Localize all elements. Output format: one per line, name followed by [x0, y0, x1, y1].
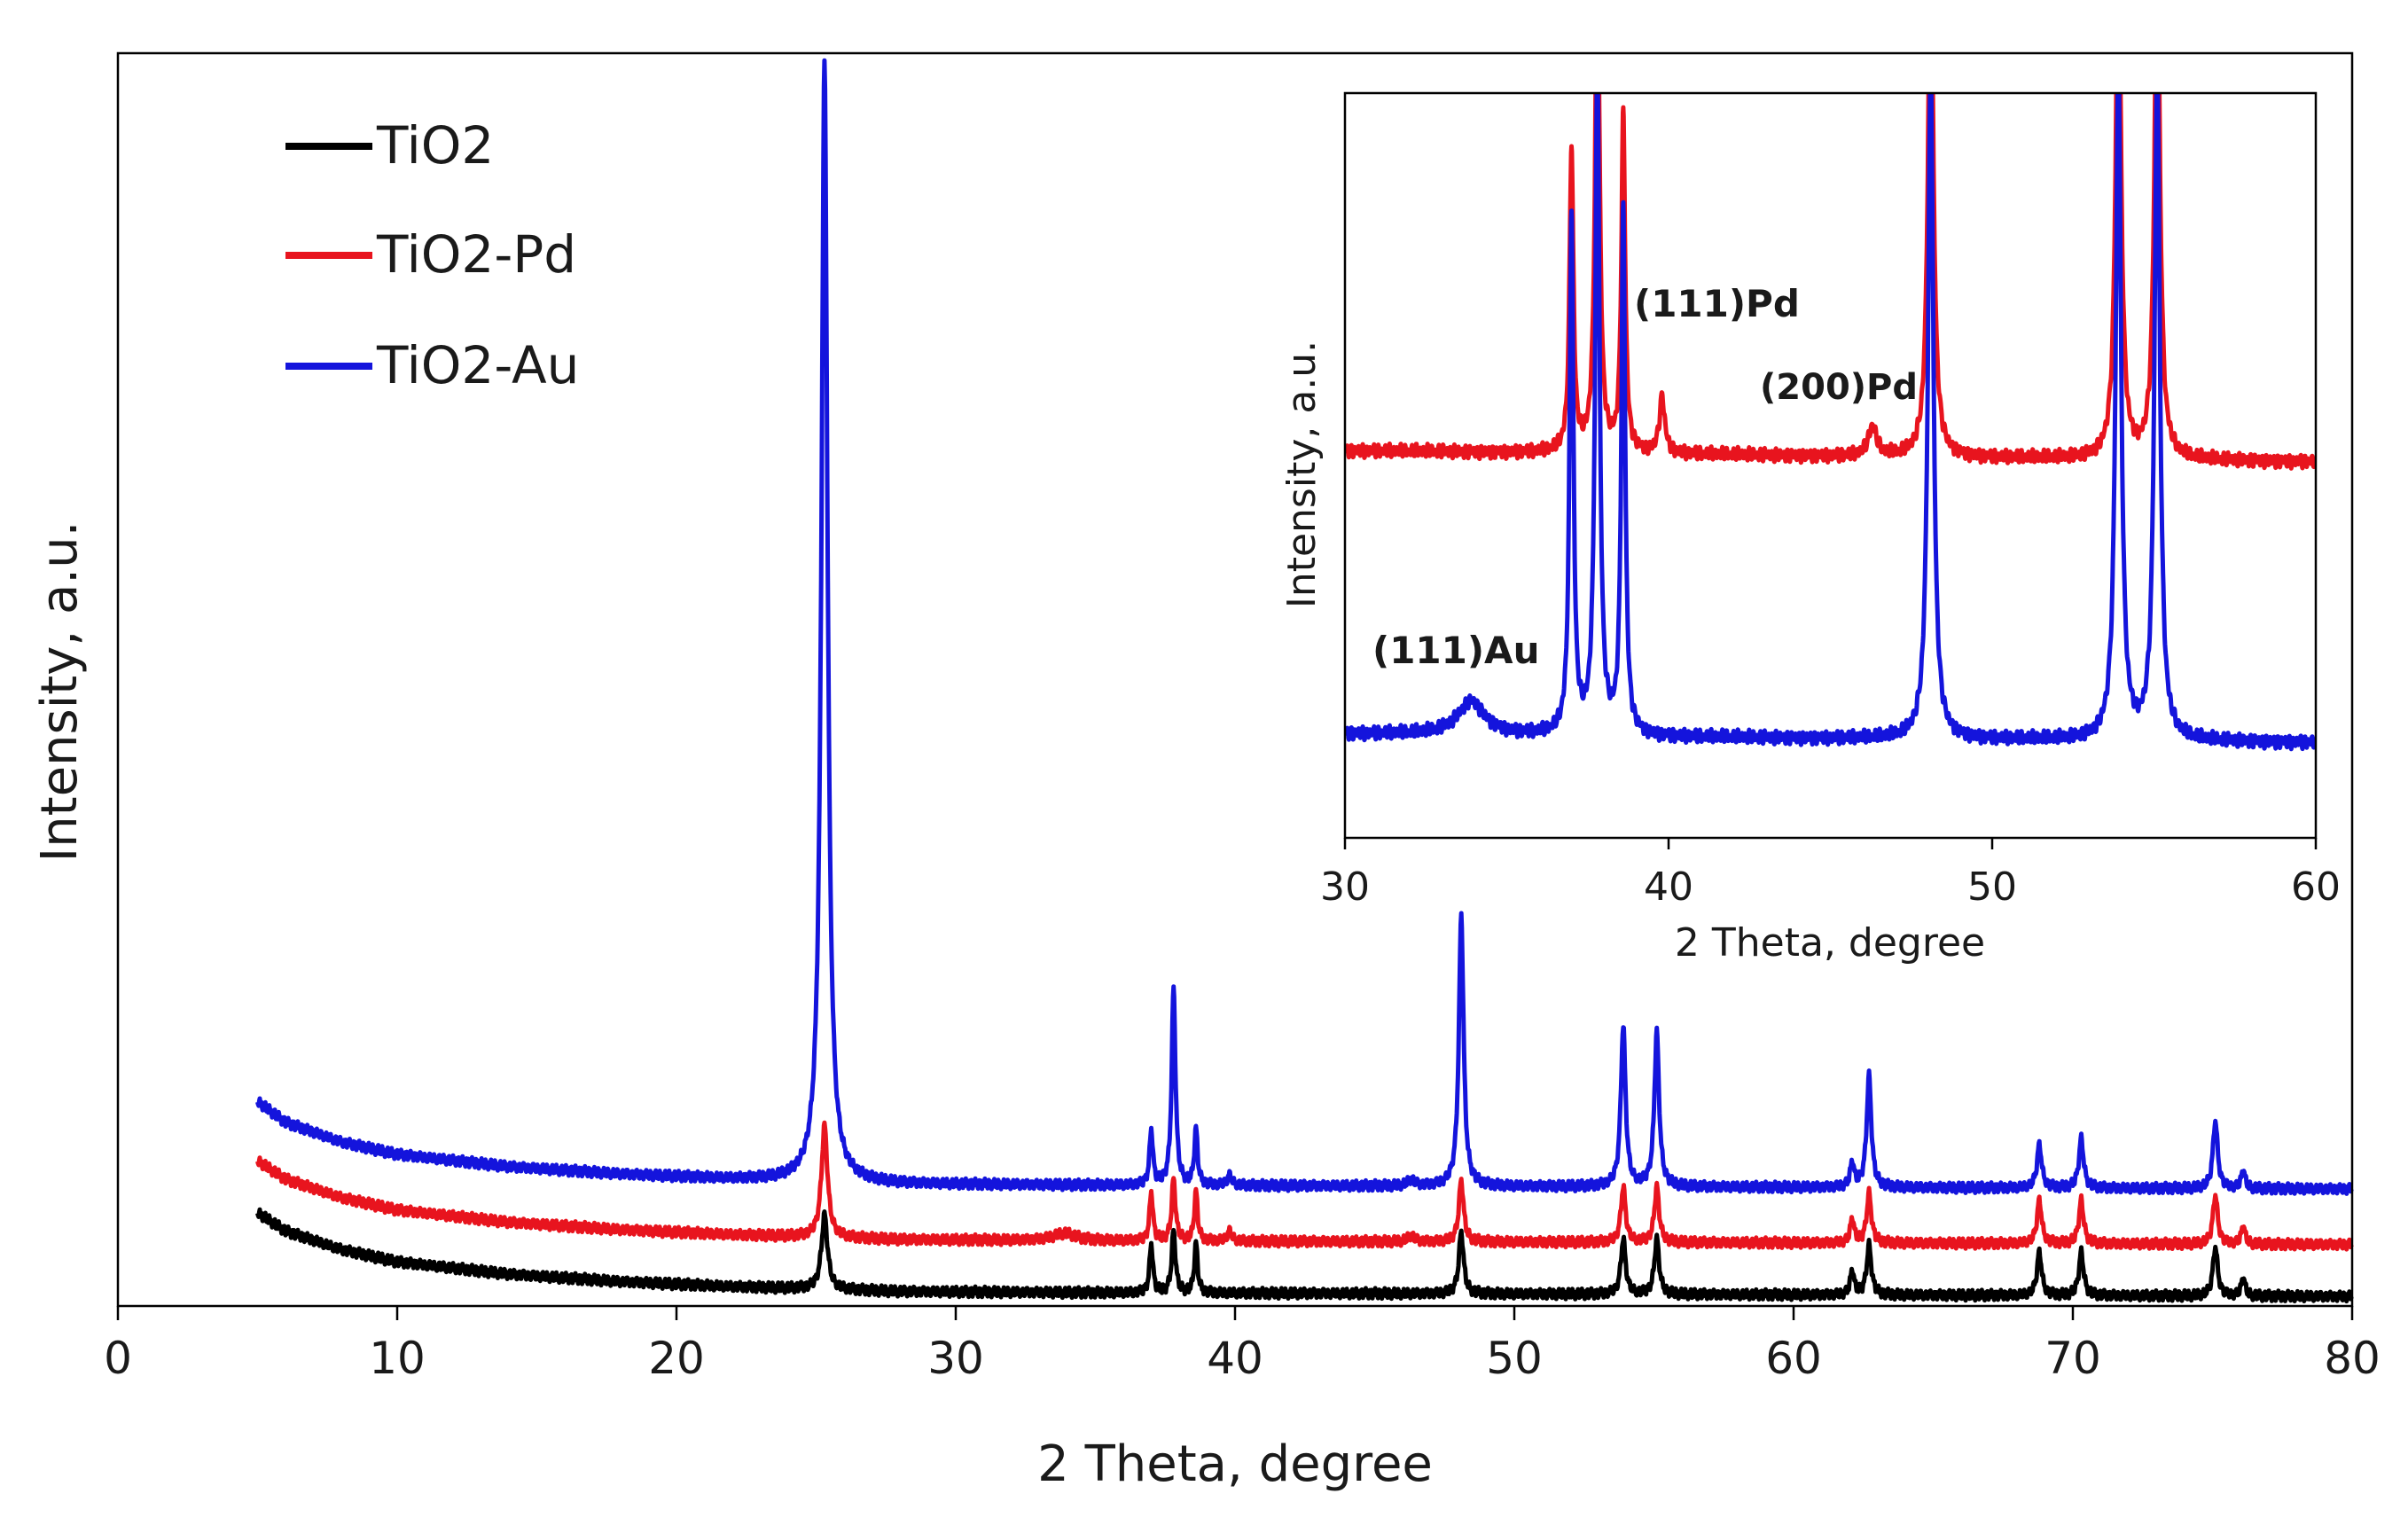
main-x-tick-label-10: 10	[369, 1333, 426, 1384]
legend-entry-tio2-pd: TiO2-Pd	[285, 224, 576, 285]
legend: TiO2 TiO2-Pd TiO2-Au	[285, 115, 579, 395]
inset-series-line-tio2-au	[1345, 93, 2316, 752]
legend-label-tio2-au: TiO2-Au	[376, 335, 579, 395]
main-x-tick-label-60: 60	[1765, 1333, 1822, 1384]
inset-x-tick-label-30: 30	[1320, 864, 1370, 910]
legend-entry-tio2-au: TiO2-Au	[285, 335, 579, 395]
legend-label-tio2: TiO2	[376, 115, 494, 176]
inset-plot-frame	[1343, 91, 2318, 840]
main-x-tick-label-50: 50	[1486, 1333, 1543, 1384]
legend-entry-tio2: TiO2	[285, 115, 494, 176]
inset-annotation-111-au: (111)Au	[1372, 629, 1539, 672]
main-traces	[255, 58, 2354, 1304]
inset-x-tick-label-50: 50	[1967, 864, 2017, 910]
main-x-tick-label-40: 40	[1207, 1333, 1263, 1384]
inset-y-axis-label: Intensity, a.u.	[1279, 340, 1325, 608]
main-x-ticks: 0 10 20 30 40 50 60 70 80	[104, 1306, 2381, 1384]
inset-x-axis-label: 2 Theta, degree	[1675, 920, 1985, 966]
inset-annotation-200-pd: (200)Pd	[1760, 367, 1918, 408]
inset-traces	[1345, 93, 2316, 752]
main-series-line-tio2	[255, 1207, 2354, 1304]
main-series-line-tio2-au	[255, 58, 2354, 1196]
legend-label-tio2-pd: TiO2-Pd	[376, 224, 576, 285]
main-y-axis-label: Intensity, a.u.	[31, 521, 89, 863]
inset-x-ticks: 30 40 50 60	[1320, 838, 2341, 910]
main-series-line-tio2-pd	[255, 1120, 2354, 1252]
main-x-tick-label-70: 70	[2044, 1333, 2101, 1384]
main-x-axis-label: 2 Theta, degree	[1037, 1435, 1433, 1493]
inset-annotation-111-pd: (111)Pd	[1634, 282, 1800, 325]
main-chart: 0 10 20 30 40 50 60 70 80 2 Theta, degree Intens…	[31, 51, 2381, 1493]
main-x-tick-label-30: 30	[927, 1333, 984, 1384]
main-x-tick-label-0: 0	[104, 1333, 132, 1384]
main-x-tick-label-80: 80	[2324, 1333, 2381, 1384]
inset-chart: 30 40 50 60 2 Theta, degree Intensity, a.u.…	[1279, 91, 2341, 966]
inset-x-tick-label-60: 60	[2291, 864, 2341, 910]
main-x-tick-label-20: 20	[648, 1333, 705, 1384]
inset-x-tick-label-40: 40	[1644, 864, 1693, 910]
